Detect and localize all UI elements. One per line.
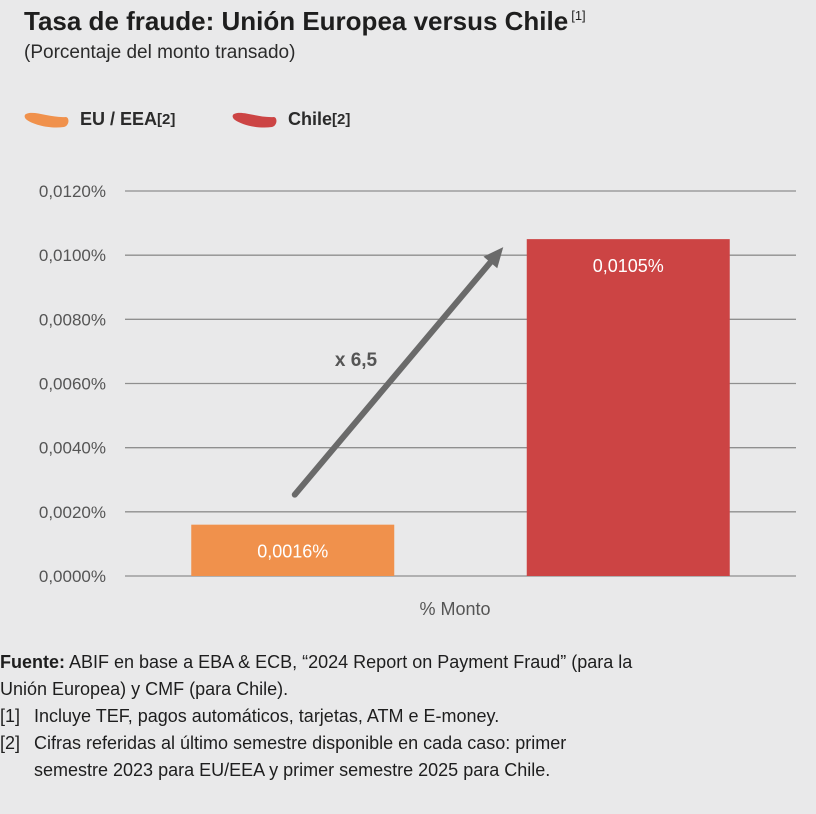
legend-label-chile: Chile [288,108,333,129]
chart-title-text: Tasa de fraude: Unión Europea versus Chi… [24,6,569,36]
y-tick-label: 0,0020% [39,503,106,522]
legend-swatch-eu [24,112,69,128]
footnote-1-num: [1] [0,706,21,726]
legend-note-eu: [2] [157,110,176,128]
source-line-2: Unión Europea) y CMF (para Chile). [0,679,289,699]
chart-title: Tasa de fraude: Unión Europea versus Chi… [24,6,586,37]
growth-annotation: x 6,5 [291,247,504,498]
y-tick-label: 0,0080% [39,310,106,329]
bar-value-label: 0,0016% [257,542,328,562]
legend-swatch-chile [232,112,277,128]
arrow-shaft [291,256,496,498]
y-tick-label: 0,0120% [39,182,106,201]
footnote-2-num: [2] [0,733,21,753]
grid-lines [125,190,796,577]
y-tick-label: 0,0000% [39,567,106,586]
footnote-2-continued: semestre 2023 para EU/EEA y primer semes… [34,760,551,780]
bar-value-label: 0,0105% [593,256,664,276]
footnote-2: [2] Cifras referidas al último semestre d… [0,730,810,757]
legend-item-eu: EU / EEA [2] [24,104,175,134]
bars [191,239,730,576]
growth-factor-label: x 6,5 [335,350,378,371]
legend-label-eu: EU / EEA [80,108,158,129]
source-text-1: ABIF en base a EBA & ECB, “2024 Report o… [65,652,633,672]
chart-subtitle: (Porcentaje del monto transado) [24,42,296,63]
bar-chart: 0,0000% 0,0020% 0,0040% 0,0060% 0,0080% 0,010… [39,182,796,619]
footnote-2-text-1: Cifras referidas al último semestre disp… [34,733,567,753]
y-tick-label: 0,0100% [39,246,106,265]
legend-note-chile: [2] [332,110,351,128]
bar-eu [191,524,395,576]
chart-title-note: [1] [571,8,586,24]
bar-labels: 0,0016% 0,0105% [257,256,664,562]
source-line-1: Fuente: ABIF en base a EBA & ECB, “2024 … [0,649,810,676]
footnotes: Fuente: ABIF en base a EBA & ECB, “2024 … [0,649,810,784]
footnote-1: [1] Incluye TEF, pagos automáticos, tarje… [0,703,810,730]
y-tick-label: 0,0060% [39,375,106,394]
arrow-head [483,247,504,269]
footnote-1-text: Incluye TEF, pagos automáticos, tarjetas… [34,706,500,726]
bar-chile [526,239,730,576]
y-tick-label: 0,0040% [39,439,106,458]
x-axis-label: % Monto [419,599,490,619]
y-axis-ticks: 0,0000% 0,0020% 0,0040% 0,0060% 0,0080% 0,010… [39,182,106,586]
source-label: Fuente: [0,652,65,672]
legend-item-chile: Chile [2] [232,104,350,134]
